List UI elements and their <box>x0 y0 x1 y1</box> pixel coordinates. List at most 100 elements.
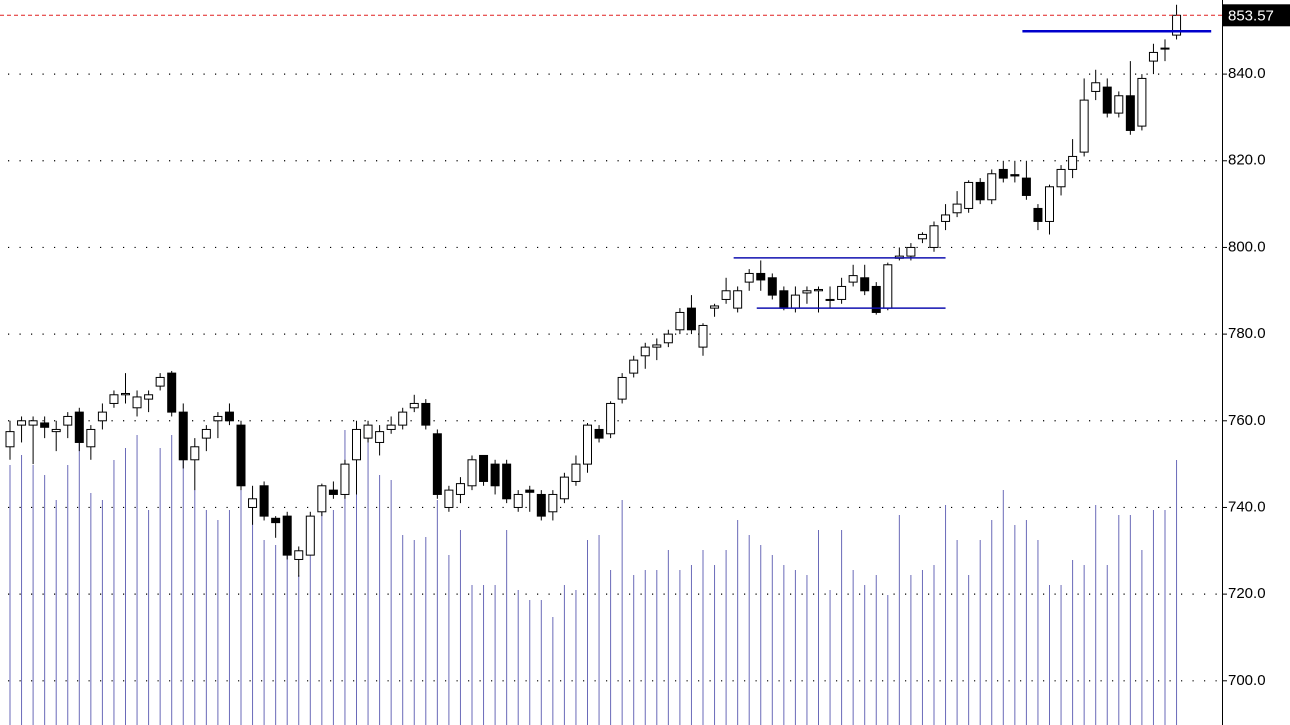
candle-body <box>467 459 477 487</box>
candle-body <box>109 394 119 404</box>
y-tick-label: 820.0 <box>1228 152 1266 169</box>
candle-body <box>686 307 696 331</box>
candle-body <box>790 294 800 309</box>
candle-body <box>675 311 685 331</box>
candle-body <box>236 424 246 487</box>
candle-body <box>663 333 673 344</box>
candle-body <box>629 359 639 374</box>
candle-body <box>906 246 916 257</box>
candle-body <box>375 431 385 443</box>
candle-body <box>1079 99 1089 153</box>
candle-body <box>744 272 754 283</box>
candle-body <box>721 290 731 300</box>
candle-body <box>1056 168 1066 188</box>
candle-body <box>444 489 454 508</box>
candle-body <box>455 483 465 495</box>
candle-body <box>640 346 650 357</box>
candle-body <box>871 285 881 313</box>
candle-body <box>917 233 927 240</box>
candle-body <box>340 463 350 495</box>
y-tick-label: 720.0 <box>1228 585 1266 602</box>
candle-body <box>1021 177 1031 196</box>
y-tick-label: 800.0 <box>1228 238 1266 255</box>
candle-body <box>479 454 489 482</box>
candle-body <box>352 428 361 461</box>
candle-body <box>1125 95 1135 131</box>
y-tick-label: 760.0 <box>1228 412 1266 429</box>
candle-body <box>28 420 38 426</box>
candle-body <box>432 433 442 495</box>
y-tick-label: 840.0 <box>1228 65 1266 82</box>
candle-body <box>536 493 546 517</box>
candle-body <box>860 277 870 292</box>
candle-body <box>710 305 720 309</box>
candle-body <box>617 376 627 400</box>
candle-body <box>987 173 997 201</box>
candle-body <box>767 277 777 296</box>
candle-body <box>271 517 281 524</box>
candle-body <box>1137 77 1147 127</box>
y-tick-label: 780.0 <box>1228 325 1266 342</box>
candle-body <box>606 402 616 435</box>
candle-body <box>698 324 708 348</box>
candle-body <box>86 428 96 448</box>
candle-body <box>756 272 766 281</box>
candle-body <box>5 431 15 448</box>
candle-body <box>802 290 812 294</box>
candle-body <box>201 428 211 439</box>
candle-body <box>883 264 893 309</box>
candle-body <box>1102 86 1112 114</box>
candle-body <box>121 392 130 396</box>
y-tick-label: 700.0 <box>1228 672 1266 689</box>
candle-body <box>998 168 1008 179</box>
candle-body <box>248 498 258 508</box>
candle-body <box>144 394 154 400</box>
candle-body <box>155 376 165 387</box>
candle-body <box>594 428 604 439</box>
candle-body <box>190 446 200 461</box>
candle-body <box>294 550 304 560</box>
candle-body <box>178 411 188 461</box>
candle-body <box>490 463 500 487</box>
candle-body <box>409 402 419 409</box>
candle-body <box>513 493 523 508</box>
candle-body <box>837 285 847 300</box>
candle-body <box>1068 155 1078 170</box>
candle-body <box>652 344 662 348</box>
candle-body <box>964 181 974 209</box>
candle-body <box>929 225 939 248</box>
candle-body <box>1114 95 1124 114</box>
candle-body <box>525 489 535 493</box>
candle-body <box>1148 51 1158 62</box>
candle-body <box>305 515 315 556</box>
candle-body <box>952 203 962 214</box>
candle-body <box>548 493 558 513</box>
candle-body <box>213 415 223 422</box>
candle-body <box>132 396 142 409</box>
candle-body <box>40 422 50 428</box>
candle-body <box>733 290 743 309</box>
candle-body <box>328 489 338 495</box>
candle-body <box>363 424 373 439</box>
candle-body <box>1160 47 1170 50</box>
candle-body <box>51 428 61 433</box>
candle-body <box>848 275 858 283</box>
candle-body <box>941 214 951 222</box>
candle-body <box>317 485 327 513</box>
candle-body <box>224 411 234 422</box>
y-tick-label: 740.0 <box>1228 498 1266 515</box>
candle-body <box>502 463 512 500</box>
candle-body <box>559 476 569 500</box>
candle-body <box>583 424 592 465</box>
candle-body <box>167 372 177 413</box>
candle-body <box>1045 186 1054 222</box>
candle-body <box>17 420 27 426</box>
candle-body <box>975 181 985 201</box>
candle-body <box>259 485 269 517</box>
candle-body <box>63 415 73 426</box>
candle-body <box>1010 174 1020 177</box>
candle-body <box>421 402 431 426</box>
candle-body <box>74 411 84 443</box>
